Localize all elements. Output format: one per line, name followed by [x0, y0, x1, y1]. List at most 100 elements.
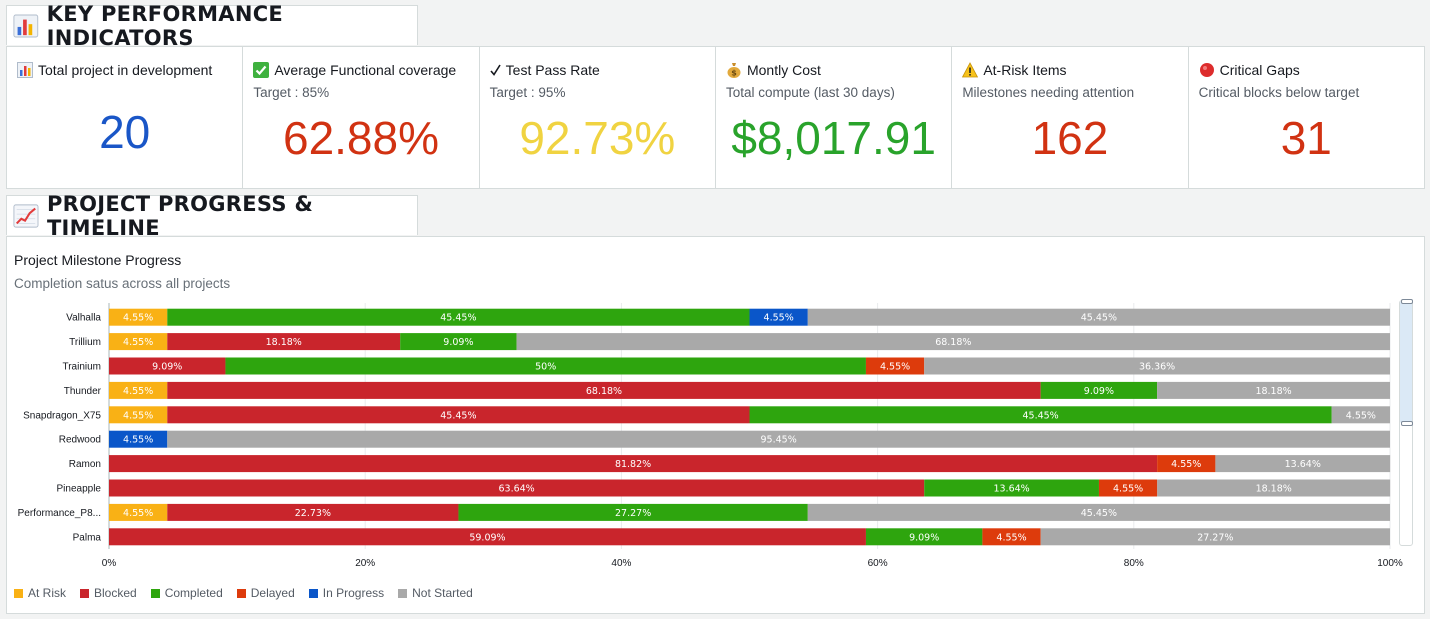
kpi-title-text: Test Pass Rate [505, 62, 600, 78]
legend-item[interactable]: Not Started [398, 586, 473, 600]
kpi-title-text: Average Functional coverage [274, 62, 457, 78]
legend-label: Not Started [412, 586, 473, 600]
bar-segment [167, 333, 401, 351]
legend-item[interactable]: Completed [150, 586, 223, 600]
bar-segment [1331, 406, 1390, 424]
chart-zoom-handle-bottom[interactable] [1401, 421, 1413, 426]
bar-segment [167, 406, 750, 424]
kpi-subtitle: Target : 85% [253, 85, 330, 100]
bar-segment [109, 430, 168, 448]
kpi-title-text: At-Risk Items [983, 62, 1067, 78]
x-tick-label: 60% [868, 558, 888, 569]
bar-segment [109, 357, 226, 375]
chart-subtitle: Completion satus across all projects [14, 276, 231, 291]
kpi-value: $8,017.91 [731, 112, 936, 164]
legend-item[interactable]: At Risk [14, 586, 66, 600]
category-label: Pineapple [57, 484, 102, 495]
legend-label: In Progress [322, 586, 385, 600]
bar-segment [924, 357, 1390, 375]
bar-segment [1157, 455, 1216, 473]
legend-item[interactable]: In Progress [308, 586, 385, 600]
bar-data-label: 81.82% [615, 459, 651, 470]
bar-segment [109, 503, 168, 521]
milestone-bar-chart: 0% 20% 40% 60% 80% 100% Valhalla 4.55% 45.45% 4.5… [18, 303, 1403, 569]
bar-segment [109, 308, 168, 326]
bar-data-label: 50% [535, 362, 556, 373]
kpi-subtitle: Target : 95% [489, 85, 566, 100]
legend-label: At Risk [28, 586, 67, 600]
legend-label: Delayed [250, 586, 295, 600]
bar-data-label: 59.09% [469, 532, 505, 543]
kpi-section-header: KEY PERFORMANCE INDICATORS [6, 2, 418, 50]
x-tick-label: 100% [1377, 558, 1403, 569]
bar-data-label: 27.27% [615, 508, 651, 519]
bar-segment [1157, 381, 1390, 399]
bar-segment [225, 357, 866, 375]
bar-data-label: 4.55% [123, 410, 153, 421]
legend-label: Blocked [94, 586, 137, 600]
kpi-card-total-projects: Total project in development 20 [7, 47, 244, 188]
x-tick-label: 40% [611, 558, 631, 569]
bar-segment [1215, 455, 1391, 473]
bar-data-label: 4.55% [123, 508, 153, 519]
bar-data-label: 4.55% [880, 362, 910, 373]
kpi-title: Total project in development [17, 61, 242, 79]
bar-data-label: 9.09% [152, 362, 182, 373]
kpi-title-text: Montly Cost [746, 62, 821, 78]
chart-zoom-handle-top[interactable] [1401, 299, 1413, 304]
red-circle-icon [1199, 63, 1214, 77]
kpi-row: Total project in development 20 Average … [6, 46, 1425, 189]
bar-data-label: 22.73% [295, 508, 331, 519]
kpi-card-critical-gaps: Critical Gaps Critical blocks below targ… [1189, 47, 1424, 188]
check-mark-icon [490, 64, 501, 76]
bar-data-label: 18.18% [1255, 386, 1291, 397]
bar-segment [982, 528, 1041, 546]
money-bag-icon: $ [727, 63, 741, 78]
bar-data-label: 45.45% [1081, 508, 1117, 519]
kpi-title: $ Montly Cost [726, 61, 951, 79]
bar-segment [167, 308, 750, 326]
bar-data-label: 4.55% [1113, 484, 1143, 495]
kpi-value: 31 [1280, 112, 1332, 164]
legend-swatch [398, 588, 408, 598]
bar-segment [1040, 528, 1390, 546]
kpi-value: 20 [99, 106, 151, 158]
bar-segment [109, 333, 168, 351]
chart-legend: At Risk Blocked Completed Delayed In Progres… [14, 586, 473, 600]
bar-segment [167, 381, 1041, 399]
bar-data-label: 9.09% [1084, 386, 1114, 397]
bar-segment [167, 503, 459, 521]
bar-data-label: 4.55% [1346, 410, 1376, 421]
bar-data-label: 95.45% [761, 435, 797, 446]
kpi-title-text: Total project in development [38, 62, 213, 78]
legend-item[interactable]: Blocked [80, 586, 137, 600]
bar-data-label: 4.55% [123, 435, 153, 446]
bar-segment [109, 406, 168, 424]
bar-data-label: 4.55% [123, 386, 153, 397]
bar-segment [400, 333, 517, 351]
kpi-card-monthly-cost: $ Montly Cost Total compute (last 30 day… [716, 47, 953, 188]
milestone-chart-panel: Project Milestone Progress Completion sa… [6, 236, 1425, 614]
bar-segment [1157, 479, 1391, 497]
bar-data-label: 45.45% [1022, 410, 1058, 421]
category-label: Snapdragon_X75 [23, 410, 101, 421]
kpi-subtitle: Total compute (last 30 days) [725, 85, 895, 100]
category-label: Valhalla [66, 313, 101, 324]
legend-label: Completed [164, 586, 223, 600]
bar-data-label: 68.18% [935, 337, 971, 348]
category-label: Trillium [69, 337, 101, 348]
legend-item[interactable]: Delayed [236, 586, 295, 600]
chart-zoom-thumb[interactable] [1400, 301, 1412, 423]
bar-segment [1040, 381, 1158, 399]
bar-segment [865, 528, 983, 546]
bar-segment [109, 528, 866, 546]
bar-segment [865, 357, 925, 375]
category-label: Palma [73, 532, 102, 543]
bar-data-label: 45.45% [1081, 313, 1117, 324]
kpi-title-text: Critical Gaps [1219, 62, 1300, 78]
bar-data-label: 27.27% [1197, 532, 1233, 543]
bar-segment [749, 406, 1332, 424]
bar-data-label: 4.55% [123, 313, 153, 324]
progress-section-title: PROJECT PROGRESS & TIMELINE [46, 191, 314, 240]
bar-segment [109, 455, 1158, 473]
